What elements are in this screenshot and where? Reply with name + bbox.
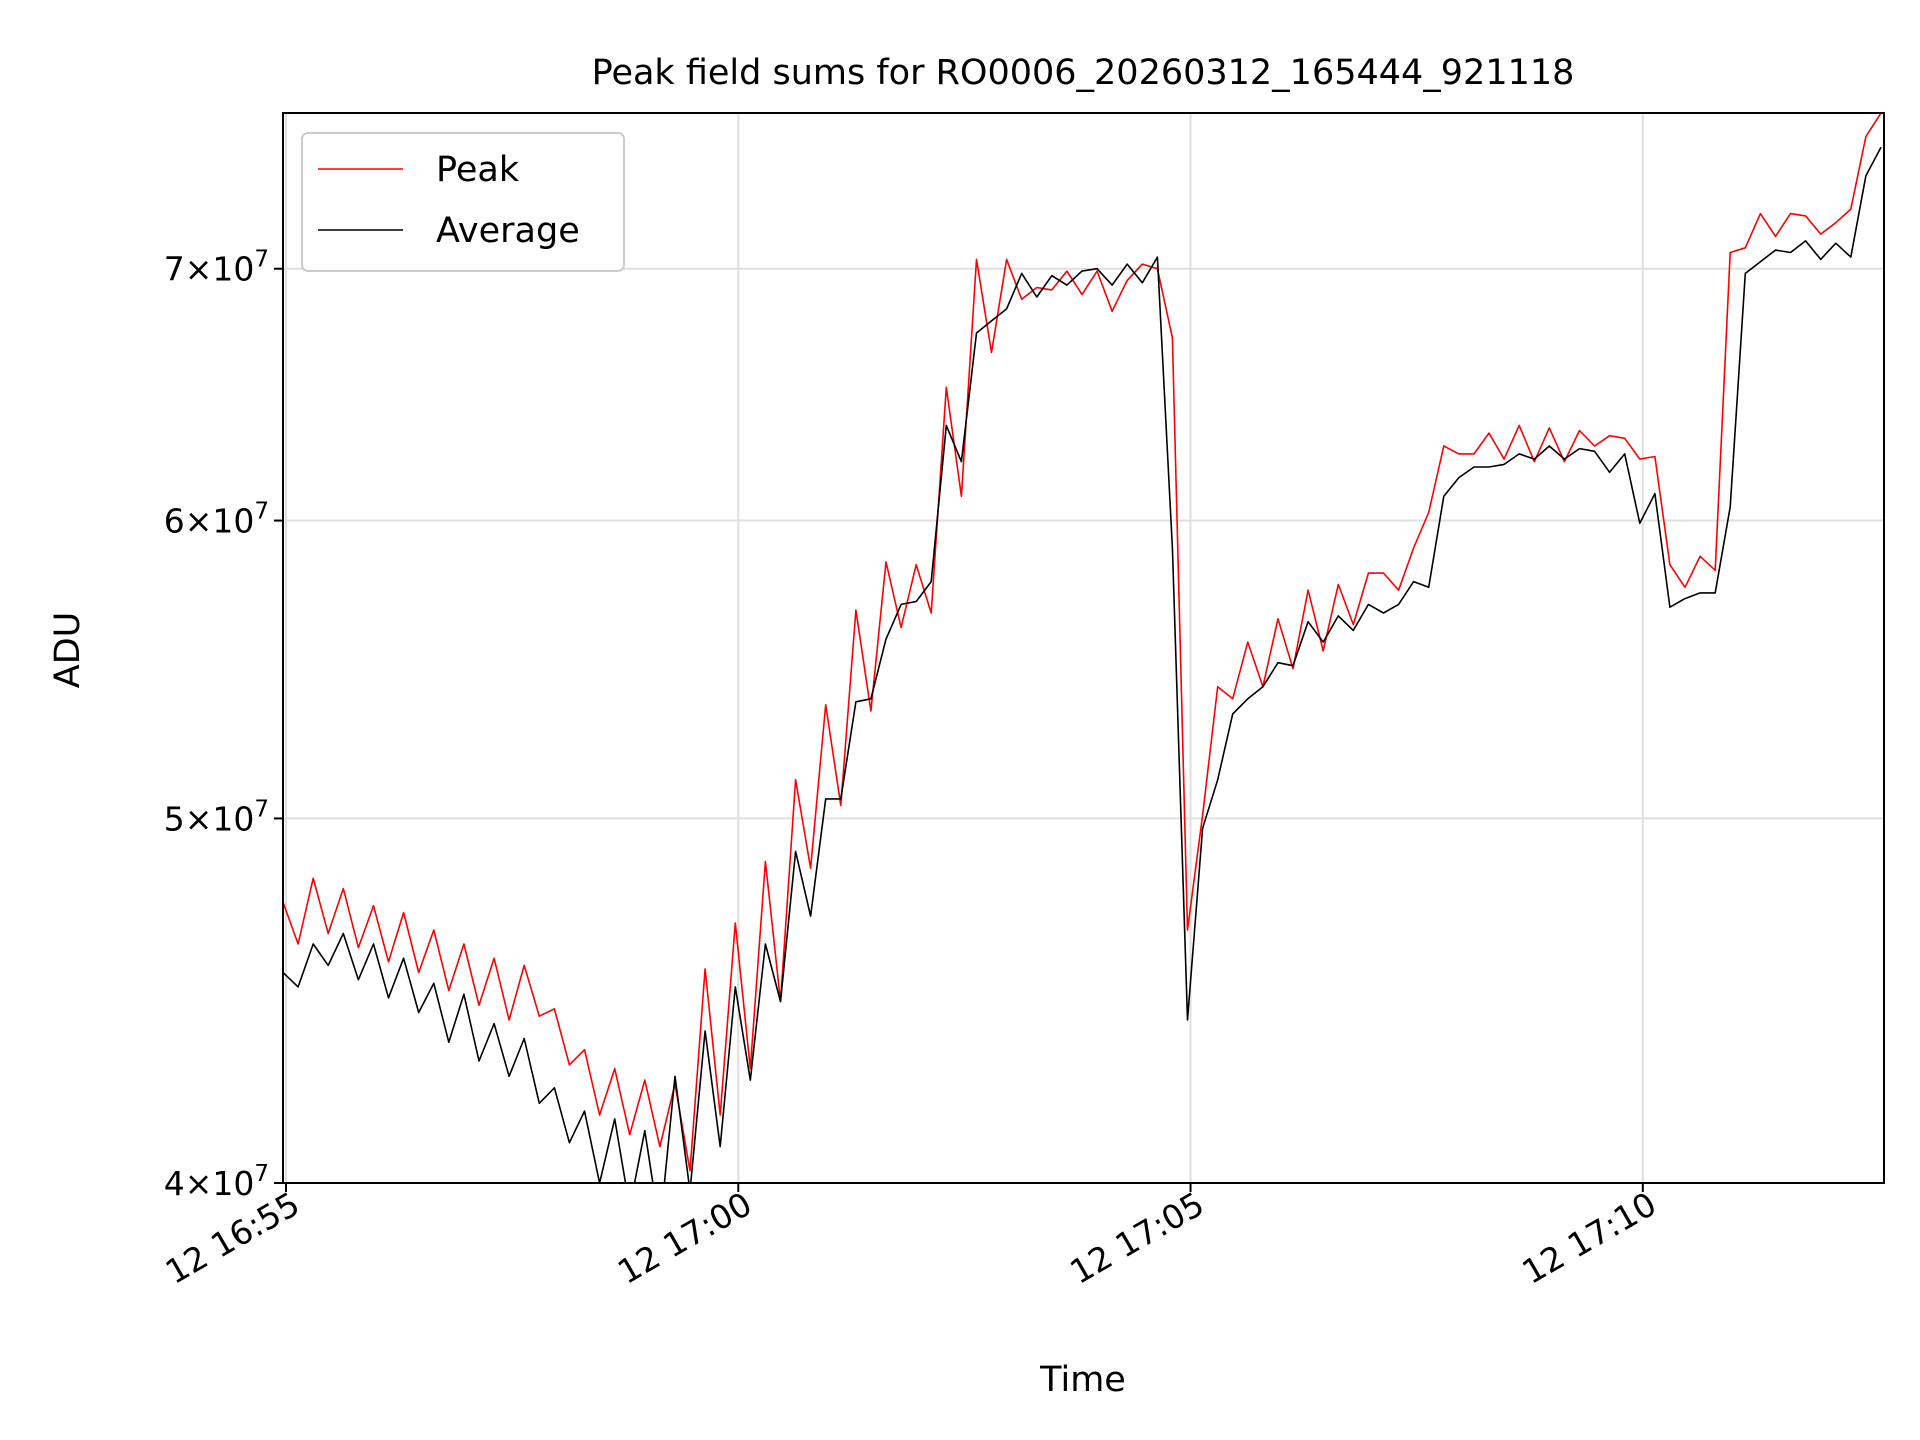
y-tick-label: 6×107 [164,499,269,541]
y-tick-exponent: 7 [254,796,269,822]
y-tick-label: 7×107 [164,247,269,289]
plot-frame [282,112,1885,1184]
y-tick-mantissa: 4×10 [164,1164,255,1203]
y-tick-mantissa: 5×10 [164,799,255,838]
series-line-average [283,146,1882,1183]
plot-area [283,113,1882,1183]
y-tick-exponent: 7 [254,247,269,273]
series-line-peak [283,113,1882,1172]
y-tick-exponent: 7 [254,1161,269,1187]
legend-label-peak: Peak [436,150,520,190]
y-tick-label: 5×107 [164,796,269,838]
y-tick-label: 4×107 [164,1161,269,1203]
y-tick-mantissa: 6×10 [164,502,255,541]
legend: Peak Average [301,132,625,272]
legend-label-average: Average [436,211,580,251]
y-tick-mantissa: 7×10 [164,250,255,289]
x-axis-label: Time [1039,1360,1126,1400]
legend-box [301,132,625,272]
y-tick-exponent: 7 [254,499,269,525]
y-axis-label: ADU [48,612,88,689]
chart-title: Peak field sums for RO0006_20260312_1654… [592,53,1575,93]
